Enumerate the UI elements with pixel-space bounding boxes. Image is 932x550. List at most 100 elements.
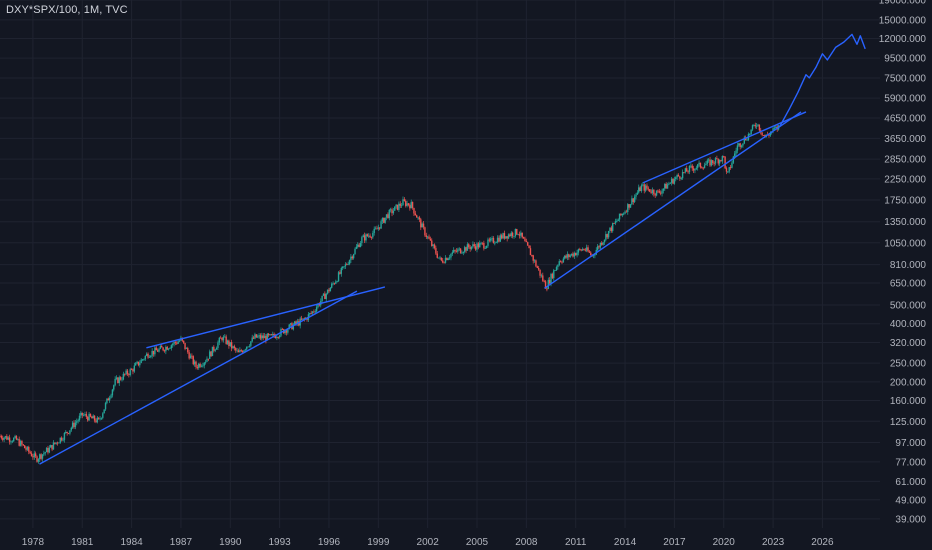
candle-body	[577, 249, 580, 253]
candle-body	[213, 346, 215, 351]
candle-body	[453, 250, 455, 253]
candle-body	[750, 129, 752, 135]
candle-body	[10, 441, 12, 443]
candle-body	[687, 171, 689, 173]
y-tick-label: 200.000	[890, 377, 927, 388]
candle-body	[738, 143, 740, 146]
candle-body	[532, 255, 534, 261]
candle-body	[243, 350, 245, 353]
candle-body	[108, 397, 111, 401]
candle-body	[39, 454, 41, 460]
candle-body	[610, 227, 613, 231]
candle-body	[740, 145, 743, 147]
y-tick-label: 250.000	[890, 359, 927, 370]
trendline	[642, 111, 807, 184]
candle-body	[267, 333, 270, 336]
candle-body	[505, 236, 507, 239]
candle-body	[409, 205, 411, 209]
candle-body	[207, 358, 210, 360]
y-axis[interactable]: 19000.000 15000.000 12000.000 9500.000 7500.…	[879, 0, 927, 525]
candle-body	[629, 204, 632, 208]
candle-body	[170, 345, 173, 349]
candle-body	[527, 242, 529, 246]
candle-body	[147, 353, 149, 358]
candle-body	[607, 230, 610, 238]
candle-body	[166, 346, 168, 350]
candle-body	[721, 156, 724, 162]
candle-body	[761, 132, 763, 136]
x-tick-label: 2005	[466, 537, 489, 548]
x-axis[interactable]: 1978 1981 1984 1987 1990 1993 1996 1999 2002 2005…	[22, 537, 834, 548]
candle-body	[43, 453, 45, 455]
candle-body	[590, 252, 592, 255]
candle-body	[575, 253, 577, 256]
y-tick-label: 61.000	[895, 477, 926, 488]
candle-body	[485, 245, 488, 248]
candle-body	[428, 236, 430, 239]
candle-body	[70, 427, 72, 431]
candle-series	[0, 122, 780, 464]
candle-body	[654, 194, 656, 196]
candle-body	[88, 413, 90, 421]
candle-body	[274, 336, 277, 339]
candle-body	[457, 249, 459, 252]
candle-body	[246, 346, 248, 350]
candle-body	[219, 337, 222, 339]
candle-body	[684, 168, 687, 173]
candle-body	[559, 261, 562, 262]
candle-body	[151, 350, 153, 356]
candle-body	[713, 163, 715, 164]
candle-body	[543, 280, 545, 282]
candle-body	[480, 242, 482, 244]
candle-body	[322, 293, 325, 296]
candle-body	[603, 239, 606, 243]
candle-body	[128, 374, 130, 376]
candle-body	[210, 351, 212, 357]
candle-body	[100, 417, 103, 419]
candle-body	[278, 335, 281, 338]
x-tick-label: 1981	[71, 537, 94, 548]
candle-body	[620, 213, 622, 216]
candle-body	[570, 253, 573, 256]
candle-body	[720, 160, 722, 162]
candle-body	[232, 346, 234, 349]
y-tick-label: 160.000	[890, 396, 927, 407]
candle-body	[45, 447, 48, 453]
candle-body	[736, 145, 739, 151]
candle-body	[638, 187, 640, 193]
candle-body	[558, 261, 560, 266]
candle-body	[237, 350, 240, 353]
candle-body	[354, 248, 356, 255]
candle-body	[2, 438, 4, 440]
candle-body	[159, 345, 162, 349]
candle-body	[176, 342, 178, 344]
candle-body	[657, 190, 659, 192]
candle-body	[266, 333, 268, 341]
candle-body	[60, 437, 63, 441]
candle-body	[680, 178, 682, 179]
candle-body	[734, 153, 736, 157]
candle-body	[315, 307, 318, 312]
candle-body	[454, 250, 456, 251]
candle-body	[165, 346, 167, 352]
candle-body	[411, 201, 414, 208]
candle-body	[616, 220, 618, 222]
candle-body	[325, 293, 327, 300]
candle-body	[418, 217, 421, 220]
candle-body	[522, 237, 525, 239]
candle-body	[517, 234, 519, 236]
candle-body	[565, 255, 567, 258]
candle-body	[362, 235, 364, 238]
candle-body	[398, 203, 400, 210]
candle-body	[48, 447, 51, 453]
candle-body	[612, 223, 614, 231]
y-tick-label: 19000.000	[879, 0, 927, 7]
candle-body	[178, 340, 181, 342]
y-tick-label: 320.000	[890, 338, 927, 349]
candle-body	[473, 244, 475, 247]
candle-body	[494, 242, 496, 244]
candle-body	[0, 435, 1, 437]
candle-body	[492, 237, 495, 243]
candle-body	[587, 247, 589, 252]
